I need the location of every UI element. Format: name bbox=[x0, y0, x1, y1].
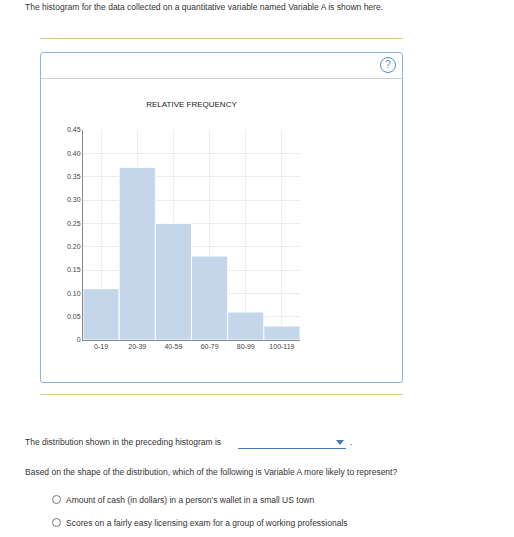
svg-text:20-39: 20-39 bbox=[128, 343, 146, 350]
svg-text:100-119: 100-119 bbox=[269, 343, 294, 350]
svg-text:60-79: 60-79 bbox=[201, 343, 219, 350]
html-text:Scores on a fairly easy licens: Scores on a fairly easy licensing exam f… bbox=[66, 518, 348, 528]
html-text:Based on the shape of the dist: Based on the shape of the distribution, … bbox=[25, 467, 398, 477]
svg-text:0.30: 0.30 bbox=[67, 196, 81, 203]
svg-text:0.05: 0.05 bbox=[67, 313, 81, 320]
svg-text:40-59: 40-59 bbox=[164, 343, 182, 350]
svg-text:0.15: 0.15 bbox=[67, 266, 81, 273]
svg-text:80-99: 80-99 bbox=[237, 343, 255, 350]
svg-text:0-19: 0-19 bbox=[94, 343, 108, 350]
svg-text:RELATIVE FREQUENCY: RELATIVE FREQUENCY bbox=[146, 100, 237, 109]
svg-text:0.20: 0.20 bbox=[67, 243, 81, 250]
svg-text:0.40: 0.40 bbox=[67, 150, 81, 157]
svg-text:0: 0 bbox=[77, 336, 81, 343]
html-text:Amount of cash (in dollars) in: Amount of cash (in dollars) in a person'… bbox=[66, 495, 315, 505]
html-text:The distribution shown in the: The distribution shown in the preceding … bbox=[25, 437, 222, 447]
svg-text:0.45: 0.45 bbox=[67, 126, 81, 133]
html-text:The histogram for the data col: The histogram for the data collected on … bbox=[25, 2, 383, 12]
svg-text:0.10: 0.10 bbox=[67, 290, 81, 297]
svg-text:0.25: 0.25 bbox=[67, 220, 81, 227]
svg-text:0.35: 0.35 bbox=[67, 173, 81, 180]
